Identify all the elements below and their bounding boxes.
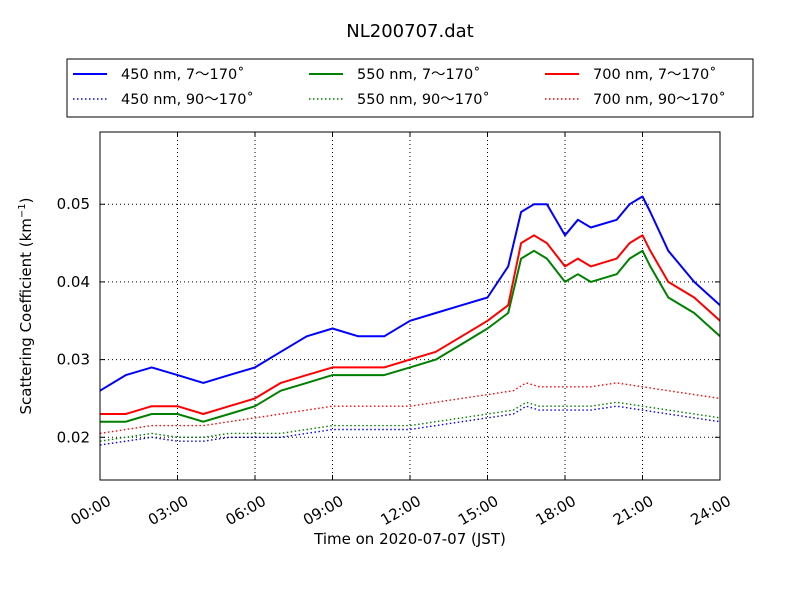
x-tick-label: 12:00 — [378, 492, 424, 529]
legend-label: 550 nm, 7～170˚ — [357, 66, 480, 83]
x-tick-label: 21:00 — [610, 492, 656, 529]
legend: 450 nm, 7～170˚ 450 nm, 90～170˚ 550 nm, 7～1… — [66, 58, 754, 118]
x-tick-label: 03:00 — [145, 492, 191, 529]
series-line-3 — [100, 249, 721, 423]
y-tick-label: 0.04 — [57, 273, 90, 291]
x-tick-label: 24:00 — [688, 492, 734, 529]
y-axis-label: Scattering Coefficient (km−1) — [17, 197, 35, 414]
grid — [100, 132, 720, 480]
y-tick-label: 0.03 — [57, 351, 90, 369]
y-axis-label-main: Scattering Coefficient (km — [17, 218, 35, 414]
series-group — [99, 195, 721, 446]
legend-label: 450 nm, 7～170˚ — [121, 66, 244, 83]
series-line-5 — [100, 234, 721, 415]
plot-area — [99, 131, 721, 481]
chart-title: NL200707.dat — [346, 21, 473, 42]
series-line-2 — [99, 405, 721, 446]
series-line-1 — [99, 195, 721, 392]
y-tick-label: 0.02 — [57, 428, 90, 446]
y-axis-label-close: ) — [17, 197, 35, 203]
legend-label: 700 nm, 90～170˚ — [593, 91, 726, 108]
series-line-4 — [99, 401, 721, 442]
x-tick-label: 09:00 — [300, 492, 346, 529]
x-axis-tick-labels: 00:00 03:00 06:00 09:00 12:00 15:00 18:00 21:00… — [68, 492, 734, 529]
x-tick-label: 00:00 — [68, 492, 114, 529]
x-axis-label: Time on 2020-07-07 (JST) — [313, 530, 506, 548]
x-tick-label: 06:00 — [223, 492, 269, 529]
x-tick-label: 18:00 — [533, 492, 579, 529]
legend-frame — [66, 58, 754, 118]
y-axis-label-exponent: −1 — [17, 203, 28, 218]
legend-label: 550 nm, 90～170˚ — [357, 91, 490, 108]
y-axis-tick-labels: 0.02 0.03 0.04 0.05 — [57, 195, 90, 446]
axis-ticks — [99, 132, 721, 480]
y-tick-label: 0.05 — [57, 195, 90, 213]
series-line-6 — [99, 382, 721, 435]
x-tick-label: 15:00 — [455, 492, 501, 529]
legend-label: 700 nm, 7～170˚ — [593, 66, 716, 83]
legend-label: 450 nm, 90～170˚ — [121, 91, 254, 108]
